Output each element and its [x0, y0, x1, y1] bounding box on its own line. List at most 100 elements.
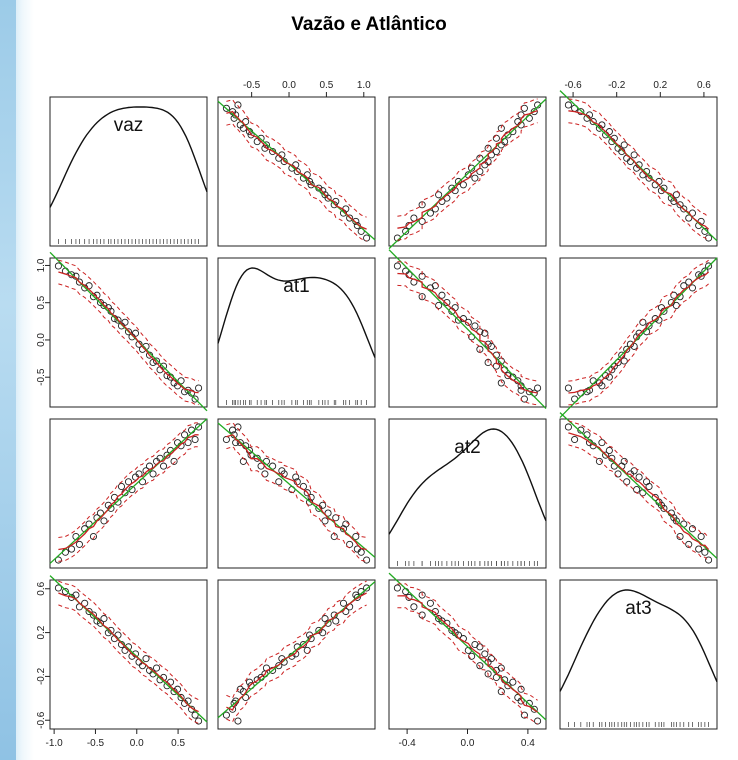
point-at2-vaz-15 — [117, 482, 126, 491]
point-at3-at1-15 — [299, 640, 307, 649]
point-vaz-at3-35 — [577, 108, 585, 116]
point-at2-vaz-17 — [124, 478, 133, 486]
point-at1-at3-31 — [598, 382, 606, 390]
band-upper-vaz-at1 — [226, 99, 367, 218]
point-at1-vaz-8 — [93, 291, 101, 299]
point-at1-at2-28 — [504, 372, 512, 380]
point-at3-at1-10 — [321, 615, 329, 623]
point-at1-vaz-10 — [100, 301, 108, 310]
point-at3-at2-5 — [426, 599, 434, 607]
point-at1-vaz-16 — [121, 318, 129, 326]
point-at3-at1-21 — [275, 662, 283, 670]
density-curve-at2 — [388, 428, 547, 535]
panel-at3-vaz — [49, 579, 208, 730]
point-at2-at3-36 — [571, 435, 579, 444]
point-at2-vaz-36 — [191, 435, 199, 444]
smoother-at3-at2 — [397, 595, 538, 713]
point-at1-at3-6 — [680, 282, 688, 290]
point-at1-vaz-37 — [195, 384, 203, 392]
point-at3-at1-37 — [234, 717, 242, 725]
point-vaz-at1-36 — [222, 104, 230, 112]
point-at2-vaz-4 — [75, 540, 83, 548]
point-at3-at2-35 — [530, 705, 538, 713]
point-vaz-at3-4 — [685, 214, 693, 222]
point-at1-at3-21 — [623, 345, 631, 353]
point-at1-at3-8 — [670, 291, 678, 299]
point-at2-at1-35 — [229, 426, 237, 434]
point-at3-at2-3 — [418, 591, 426, 599]
left_row2-tick-label-0: 1.0 — [36, 258, 47, 272]
point-vaz-at2-1 — [402, 227, 410, 235]
point-vaz-at1-0 — [363, 234, 371, 242]
point-at2-at3-1 — [701, 548, 709, 556]
smoother-at1-at2 — [397, 272, 538, 394]
panel-at2-at2 — [388, 418, 547, 569]
density-curve-vaz — [49, 106, 208, 208]
point-at2-at3-0 — [705, 556, 713, 564]
point-at3-at2-21 — [476, 662, 484, 670]
point-vaz-at1-10 — [321, 191, 329, 199]
point-at3-at2-36 — [520, 711, 528, 719]
point-at2-at3-2 — [695, 545, 703, 553]
point-at3-at2-24 — [484, 670, 492, 678]
point-vaz-at2-18 — [468, 164, 476, 172]
point-at2-at1-3 — [352, 532, 360, 541]
band-upper-at3-vaz — [58, 580, 199, 701]
point-at2-at3-22 — [630, 467, 638, 475]
point-at2-at1-21 — [275, 478, 283, 486]
smoother-vaz-at2 — [397, 110, 538, 229]
bottom_col1-tick-label-3: 0.5 — [171, 738, 185, 749]
point-at2-vaz-27 — [159, 462, 168, 470]
point-at3-at2-19 — [481, 650, 489, 658]
point-at3-at2-22 — [487, 655, 495, 663]
panel-at1-at1 — [217, 257, 376, 408]
band-lower-at3-at1 — [226, 604, 367, 723]
top_col4-tick-label-2: 0.2 — [653, 80, 667, 91]
point-at2-at1-8 — [332, 514, 340, 522]
bottom_col3-tick-label-2: 0.4 — [521, 738, 535, 749]
bottom_col3-tick-label-0: -0.4 — [398, 738, 416, 749]
point-at2-at3-17 — [643, 478, 651, 486]
point-at3-at1-0 — [363, 584, 371, 592]
point-at2-at1-16 — [303, 489, 311, 497]
left_row2-tick-label-3: -0.5 — [36, 368, 47, 386]
point-at1-vaz-36 — [191, 395, 199, 403]
left_row2-tick-label-1: 0.5 — [36, 295, 47, 309]
chart-title: Vazão e Atlântico — [291, 14, 447, 35]
point-at3-vaz-7 — [89, 611, 98, 619]
top_col4-tick-label-0: -0.6 — [564, 80, 582, 91]
smoother-at3-at1 — [226, 592, 367, 711]
band-upper-at3-at1 — [226, 580, 367, 699]
point-vaz-at1-37 — [234, 101, 242, 109]
point-vaz-at2-2 — [405, 221, 413, 230]
point-at2-at1-0 — [363, 556, 371, 564]
left_row4-tick-label-1: 0.2 — [36, 625, 47, 639]
point-at2-at1-37 — [234, 423, 242, 431]
point-at2-vaz-22 — [142, 467, 150, 475]
left_row4-tick-label-2: -0.2 — [36, 667, 47, 685]
point-vaz-at3-10 — [672, 191, 680, 199]
band-upper-at1-at3 — [568, 259, 709, 382]
point-at1-at3-5 — [688, 284, 697, 292]
point-at1-vaz-20 — [135, 340, 143, 348]
slide-accent-bar — [0, 0, 16, 760]
point-at1-vaz-4 — [75, 278, 83, 286]
point-at3-at2-10 — [435, 615, 443, 623]
point-at1-at3-10 — [672, 301, 680, 310]
point-at2-at1-10 — [321, 517, 329, 525]
point-at2-at3-28 — [602, 451, 610, 459]
point-at2-at3-19 — [635, 473, 643, 481]
top_col4-tick-label-3: 0.6 — [697, 80, 711, 91]
point-vaz-at1-31 — [236, 121, 244, 129]
smoother-vaz-at3 — [568, 110, 710, 230]
bottom_col3-tick-label-1: 0.0 — [461, 738, 475, 749]
point-at2-vaz-7 — [89, 532, 98, 541]
smoother-at1-vaz — [58, 271, 199, 394]
band-lower-at2-at1 — [226, 446, 367, 562]
point-at3-at1-5 — [339, 599, 348, 607]
left_row2-tick-label-2: 0.0 — [36, 333, 47, 347]
band-lower-vaz-at1 — [226, 123, 367, 242]
point-at3-vaz-25 — [152, 664, 161, 672]
diagonal-label-vaz: vaz — [114, 115, 144, 136]
point-at3-vaz-30 — [170, 688, 178, 696]
